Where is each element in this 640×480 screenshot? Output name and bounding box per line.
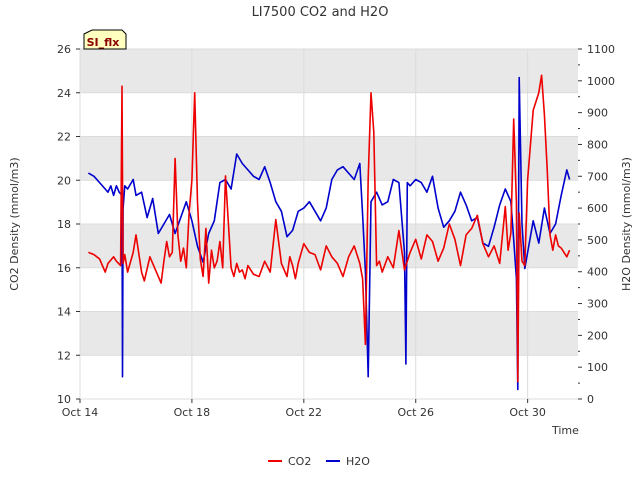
y-axis-left: 10 12 14 16 18 20 22 24 26 (57, 43, 80, 406)
legend-co2-label: CO2 (288, 455, 311, 468)
y-right-tick-label-7: 700 (587, 170, 608, 183)
y-axis-right-label: H2O Density (mmol/m3) (620, 157, 633, 291)
y-right-tick-label-5: 500 (587, 234, 608, 247)
y-left-tick-label-4: 18 (57, 218, 71, 231)
y-right-tick-label-9: 900 (587, 107, 608, 120)
y-right-tick-label-6: 600 (587, 202, 608, 215)
badge-box (83, 29, 127, 50)
y-right-tick-label-2: 200 (587, 329, 608, 342)
x-tick-label-2: Oct 22 (286, 406, 323, 419)
y-right-tick-label-4: 400 (587, 266, 608, 279)
chart-title: LI7500 CO2 and H2O (252, 5, 389, 20)
y-left-tick-label-2: 14 (57, 306, 71, 319)
y-right-tick-label-3: 300 (587, 298, 608, 311)
band-0 (80, 311, 578, 356)
y-right-tick-label-10: 1000 (587, 75, 615, 88)
band-1 (80, 224, 578, 268)
y-right-tick-label-0: 0 (587, 393, 594, 406)
y-right-tick-label-11: 1100 (587, 43, 615, 56)
x-axis: Oct 14 Oct 18 Oct 22 Oct 26 Oct 30 (62, 399, 546, 419)
y-right-tick-label-8: 800 (587, 138, 608, 151)
y-left-tick-label-3: 16 (57, 262, 71, 275)
series-lines (88, 74, 571, 391)
y-left-tick-label-7: 24 (57, 87, 71, 100)
legend: CO2 H2O (268, 455, 370, 468)
y-axis-left-label: CO2 Density (mmol/m3) (8, 157, 21, 290)
series-line-co2 (88, 74, 571, 383)
band-2 (80, 136, 578, 181)
legend-h2o-label: H2O (346, 455, 370, 468)
x-tick-label-0: Oct 14 (62, 406, 99, 419)
x-tick-label-3: Oct 26 (397, 406, 434, 419)
y-left-tick-label-8: 26 (57, 43, 71, 56)
y-right-tick-label-1: 100 (587, 361, 608, 374)
series-line-h2o (88, 76, 571, 391)
badge-label: SI_flx (87, 36, 120, 49)
background-bands (80, 49, 578, 356)
x-tick-label-4: Oct 30 (509, 406, 546, 419)
y-axis-right: 0 100 200 300 400 500 600 700 800 900 1000 1100 (578, 43, 615, 406)
x-tick-label-1: Oct 18 (174, 406, 211, 419)
y-left-tick-label-5: 20 (57, 174, 71, 187)
y-left-tick-label-0: 10 (57, 393, 71, 406)
band-3 (80, 49, 578, 93)
y-left-tick-label-6: 22 (57, 131, 71, 144)
x-axis-label: Time (551, 424, 579, 437)
site-badge: SI_flx (83, 29, 127, 50)
y-left-tick-label-1: 12 (57, 349, 71, 362)
